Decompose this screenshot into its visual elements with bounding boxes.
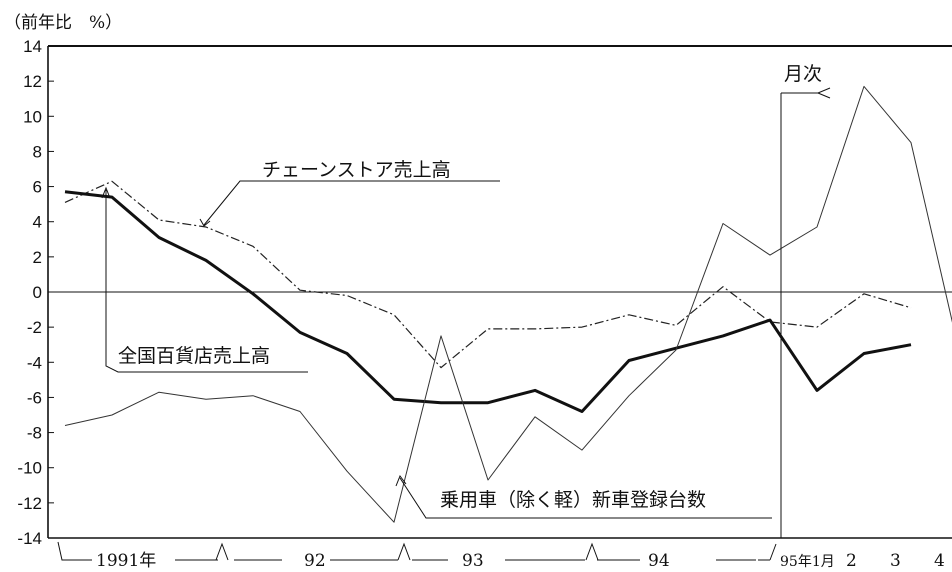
- monthly-label: 月次: [784, 63, 822, 85]
- series-line-3: [64, 85, 952, 523]
- leader-chainstore: [203, 180, 500, 226]
- x-year-divider: [215, 542, 229, 561]
- unit-label: （前年比 %）: [4, 13, 123, 33]
- y-tick-label: -2: [27, 318, 42, 337]
- y-tick-label: -12: [17, 494, 42, 513]
- x-axis: 1991年 92 93 94 95年1月 2 3 4: [57, 541, 945, 571]
- y-tick-label: 12: [23, 72, 42, 91]
- x-bracket: [57, 541, 92, 561]
- monthly-arrow: [781, 87, 831, 99]
- x-tick-label: 1991年: [96, 551, 156, 571]
- x-year-divider: [585, 542, 599, 561]
- x-tick-label: 95年1月: [780, 554, 835, 570]
- x-tick-label: 94: [648, 551, 670, 571]
- y-tick-label: 10: [23, 107, 42, 126]
- y-tick-label: -10: [17, 459, 42, 478]
- x-tick-label: 4: [934, 551, 945, 571]
- series-label-chainstore: チェーンストア売上高: [262, 159, 451, 181]
- y-tick-label: 6: [33, 178, 42, 197]
- y-tick-label: -14: [17, 529, 42, 548]
- x-year-divider: [397, 542, 411, 561]
- y-tick-label: 2: [33, 248, 42, 267]
- x-tick-label: 92: [304, 551, 326, 571]
- y-tick-label: -6: [27, 388, 42, 407]
- y-tick-label: 4: [33, 213, 42, 232]
- y-tick-label: 0: [33, 283, 42, 302]
- leader-deptstore: [105, 190, 308, 373]
- series-line-1: [64, 180, 912, 369]
- y-axis: 14 12 10 8 6 4 2 0 -2 -4 -6 -8 -10 -12 -14: [17, 37, 54, 548]
- leader-cars: [399, 477, 772, 519]
- series-label-deptstore: 全国百貨店売上高: [118, 345, 270, 367]
- y-tick-label: 14: [23, 37, 42, 56]
- x-tick-label: 93: [462, 551, 484, 571]
- y-tick-label: -8: [27, 424, 42, 443]
- y-tick-label: -4: [27, 353, 42, 372]
- leader-arrow-chainstore: [199, 218, 211, 227]
- series-group: [64, 85, 952, 523]
- leader-arrow-deptstore: [101, 186, 111, 199]
- x-tick-label: 2: [846, 551, 857, 571]
- x-year-divider: [769, 543, 777, 561]
- series-label-cars: 乗用車（除く軽）新車登録台数: [440, 489, 706, 511]
- x-tick-label: 3: [890, 551, 901, 571]
- y-tick-label: 8: [33, 142, 42, 161]
- series-line-2: [64, 190, 912, 413]
- leader-arrow-cars: [395, 474, 407, 487]
